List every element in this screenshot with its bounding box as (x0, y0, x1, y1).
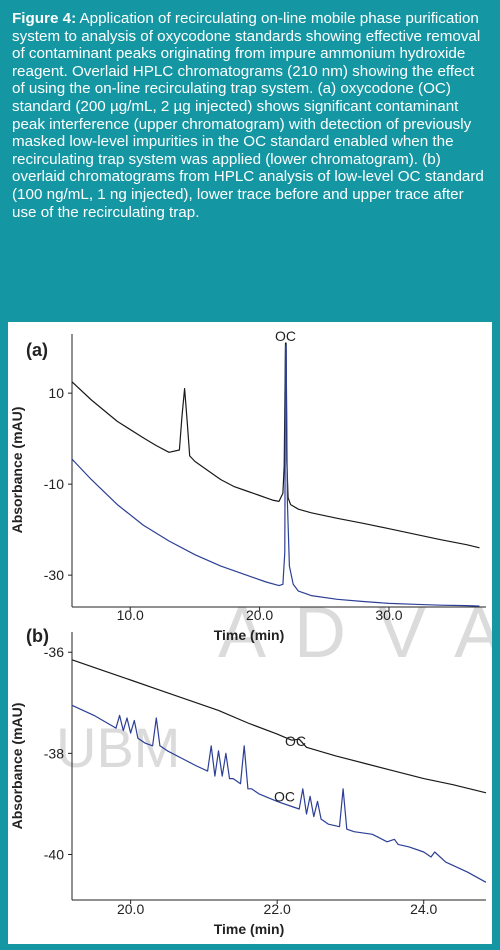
caption-label: Figure 4: (12, 10, 77, 27)
watermark: A D V A UBM (56, 593, 492, 779)
x-tick-label: 24.0 (410, 901, 437, 917)
y-tick-label: -10 (44, 476, 64, 492)
x-tick-label: 10.0 (117, 607, 144, 623)
series-line-black-trace (71, 342, 480, 549)
chromatogram-figure: A D V A UBM 10.0 20.0 30.0 10 -10 -30 Time (mi… (9, 328, 492, 937)
panel-b: 20.0 22.0 24.0 -36 -38 -40 Time (min) Absorbanc… (9, 626, 487, 937)
panel-label: (b) (26, 626, 49, 646)
figure-panel: A D V A UBM 10.0 20.0 30.0 10 -10 -30 Time (mi… (8, 322, 492, 944)
peak-annotation-oc: OC (285, 733, 306, 749)
peak-annotation-oc: OC (274, 788, 295, 804)
series-line-black-trace (71, 659, 487, 794)
watermark-brand: A D V A (218, 593, 492, 673)
panel-a: 10.0 20.0 30.0 10 -10 -30 Time (min) Absorbance… (9, 328, 486, 643)
y-tick-label: -40 (44, 846, 64, 862)
watermark-ubm: UBM (56, 716, 180, 779)
peak-annotation-oc: OC (275, 328, 296, 344)
x-tick-label: 22.0 (264, 901, 291, 917)
x-axis-label: Time (min) (214, 921, 285, 937)
series-line-blue-trace (71, 344, 480, 607)
caption-text: Application of recirculating on-line mob… (12, 10, 484, 221)
x-tick-label: 20.0 (246, 607, 273, 623)
x-tick-label: 30.0 (375, 607, 402, 623)
y-tick-label: 10 (48, 385, 64, 401)
y-axis-label: Absorbance (mAU) (9, 703, 25, 830)
y-tick-label: -38 (44, 745, 64, 761)
x-tick-label: 20.0 (117, 901, 144, 917)
y-axis-label: Absorbance (mAU) (9, 407, 25, 534)
y-tick-label: -36 (44, 644, 64, 660)
x-axis-label: Time (min) (214, 627, 285, 643)
series-line-blue-trace (71, 704, 487, 883)
y-tick-label: -30 (44, 567, 64, 583)
figure-caption: Figure 4: Application of recirculating o… (12, 10, 488, 221)
panel-label: (a) (26, 340, 48, 360)
